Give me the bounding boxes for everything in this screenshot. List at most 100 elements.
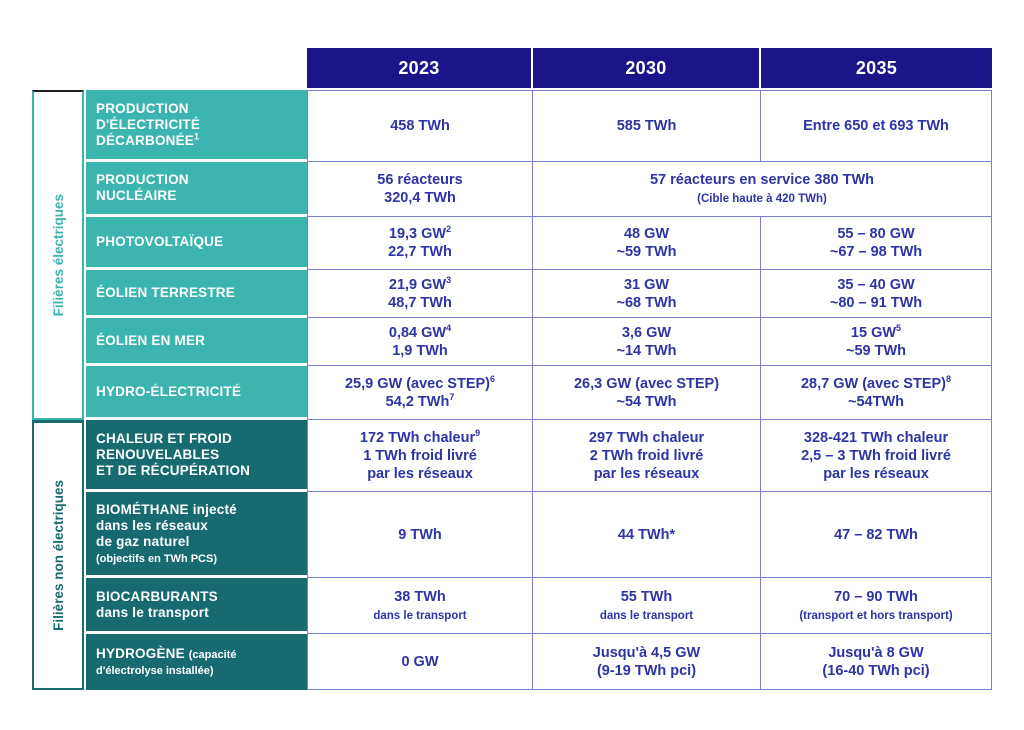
data-cell: 28,7 GW (avec STEP)8 ~54TWh: [761, 366, 992, 420]
cell-line: ~59 TWh: [616, 243, 676, 261]
cell-text: CHALEUR ET FROID: [96, 430, 232, 446]
cell-text: dans les réseaux: [96, 517, 209, 533]
cell-text: de gaz naturel: [96, 533, 190, 549]
cell-text: 2,5 – 3 TWh froid livré: [801, 447, 951, 464]
data-cell: 172 TWh chaleur9 1 TWh froid livré par les…: [307, 420, 533, 492]
cell-text: PRODUCTION: [96, 100, 189, 116]
cell-line: 3,6 GW: [622, 324, 671, 342]
cell-text: ÉOLIEN TERRESTRE: [96, 284, 235, 300]
cell-line: 328-421 TWh chaleur: [804, 429, 948, 447]
cell-line: 56 réacteurs: [377, 171, 462, 189]
cell-line: 38 TWh: [394, 588, 446, 606]
cell-text: NUCLÉAIRE: [96, 188, 177, 203]
cell-text: 2 TWh froid livré: [589, 447, 704, 464]
cell-line: 47 – 82 TWh: [834, 526, 918, 544]
cell-text: HYDRO-ÉLECTRICITÉ: [96, 383, 242, 399]
data-cell: 458 TWh: [307, 90, 533, 162]
cell-line: BIOCARBURANTS: [96, 589, 301, 605]
footnote-mark: 4: [446, 322, 452, 333]
cell-line: 44 TWh*: [618, 526, 675, 544]
cell-text: 35 – 40 GW: [837, 276, 915, 293]
data-cell: 56 réacteurs 320,4 TWh: [307, 162, 533, 217]
cell-text: 21,9 GW: [388, 276, 447, 293]
cell-text: 31 GW: [623, 276, 670, 293]
table-row: PRODUCTION NUCLÉAIRE 56 réacteurs 320,4 TWh…: [86, 162, 992, 217]
row-header-cell: BIOCARBURANTS dans le transport: [86, 578, 307, 634]
cell-text: 22,7 TWh: [388, 244, 452, 260]
cell-line: dans les réseaux: [96, 518, 301, 534]
table-row: BIOMÉTHANE injecté dans les réseaux de gaz…: [86, 492, 992, 578]
row-header-cell: PRODUCTION D'ÉLECTRICITÉ DÉCARBONÉE1: [86, 90, 307, 162]
table-row: CHALEUR ET FROID RENOUVELABLES ET DE RÉCUP…: [86, 420, 992, 492]
data-cell: 57 réacteurs en service 380 TWh (Cible ha…: [533, 162, 992, 217]
footnote-mark: 2: [446, 224, 452, 235]
cell-line: (16-40 TWh pci): [822, 662, 929, 680]
year-header-2030: 2030: [533, 48, 759, 88]
cell-text: 328-421 TWh chaleur: [803, 429, 949, 446]
cell-line: ~68 TWh: [616, 294, 676, 312]
footnote-mark: 3: [446, 274, 452, 285]
cell-text: dans le transport: [373, 609, 467, 622]
data-cell: Jusqu'à 4,5 GW (9-19 TWh pci): [533, 634, 761, 690]
cell-text: ~67 – 98 TWh: [829, 244, 923, 260]
cell-line: dans le transport: [96, 605, 301, 621]
cell-line: 172 TWh chaleur9: [360, 428, 480, 447]
cell-text: Jusqu'à 8 GW: [828, 644, 924, 661]
cell-text: 19,3 GW: [388, 226, 447, 242]
table-row: HYDROGÈNE (capacité d'électrolyse install…: [86, 634, 992, 690]
cell-line: 0,84 GW4: [388, 322, 452, 342]
cell-line: ~80 – 91 TWh: [830, 294, 922, 312]
cell-text: 38 TWh: [394, 588, 446, 605]
cell-line: 2,5 – 3 TWh froid livré: [801, 447, 951, 465]
cell-text: PRODUCTION: [96, 172, 189, 187]
table-row: ÉOLIEN EN MER 0,84 GW4 1,9 TWh 3,6 GW ~14 TW…: [86, 318, 992, 366]
row-header-cell: PRODUCTION NUCLÉAIRE: [86, 162, 307, 217]
cell-line: 1 TWh froid livré: [363, 447, 477, 465]
row-header-cell: HYDRO-ÉLECTRICITÉ: [86, 366, 307, 420]
cell-line: 0 GW: [401, 653, 438, 671]
group-bracket-electric: Filières électriques: [32, 90, 84, 420]
cell-text: ET DE RÉCUPÉRATION: [96, 462, 251, 478]
cell-line: 35 – 40 GW: [837, 276, 914, 294]
data-cell: Entre 650 et 693 TWh: [761, 90, 992, 162]
cell-line: D'ÉLECTRICITÉ: [96, 117, 301, 133]
cell-line: 19,3 GW2: [389, 225, 451, 243]
cell-text: ~59 TWh: [845, 342, 907, 359]
cell-text: 15 GW: [850, 324, 897, 341]
cell-text: 28,7 GW (avec STEP): [800, 375, 947, 392]
cell-text: BIOCARBURANTS: [96, 588, 218, 604]
cell-line: ~59 TWh: [846, 342, 906, 360]
cell-text: par les réseaux: [593, 465, 700, 482]
cell-line: par les réseaux: [367, 465, 473, 483]
cell-line: 55 TWh: [621, 588, 673, 606]
cell-line: dans le transport: [373, 606, 466, 624]
cell-text: 55 TWh: [620, 588, 673, 605]
cell-text: 26,3 GW (avec STEP): [573, 375, 720, 392]
data-cell: 25,9 GW (avec STEP)6 54,2 TWh7: [307, 366, 533, 420]
row-header-cell: BIOMÉTHANE injecté dans les réseaux de gaz…: [86, 492, 307, 578]
cell-text: ~80 – 91 TWh: [829, 294, 923, 311]
data-cell: 44 TWh*: [533, 492, 761, 578]
cell-line: DÉCARBONÉE1: [96, 132, 301, 149]
cell-text: par les réseaux: [367, 465, 473, 482]
cell-line: par les réseaux: [594, 465, 700, 483]
row-header-cell: ÉOLIEN EN MER: [86, 318, 307, 366]
cell-line: 25,9 GW (avec STEP)6: [345, 374, 495, 393]
cell-line: 585 TWh: [617, 117, 677, 135]
cell-line: PRODUCTION: [96, 101, 301, 117]
table-row: PHOTOVOLTAÏQUE 19,3 GW2 22,7 TWh 48 GW ~59 T…: [86, 217, 992, 270]
data-cell: 26,3 GW (avec STEP) ~54 TWh: [533, 366, 761, 420]
cell-line: (transport et hors transport): [799, 606, 952, 624]
data-cell: 55 – 80 GW ~67 – 98 TWh: [761, 217, 992, 270]
cell-text: ~14 TWh: [616, 342, 677, 359]
cell-text: 0,84 GW: [388, 324, 447, 341]
year-header-2023: 2023: [307, 48, 531, 88]
cell-text: PHOTOVOLTAÏQUE: [96, 234, 224, 249]
cell-text: (transport et hors transport): [799, 609, 953, 622]
group-label-electric: Filières électriques: [50, 193, 66, 317]
cell-text: d'électrolyse installée): [96, 665, 214, 677]
cell-line: 458 TWh: [390, 117, 450, 135]
cell-line: 55 – 80 GW: [837, 225, 914, 243]
cell-text: HYDROGÈNE: [96, 646, 189, 661]
